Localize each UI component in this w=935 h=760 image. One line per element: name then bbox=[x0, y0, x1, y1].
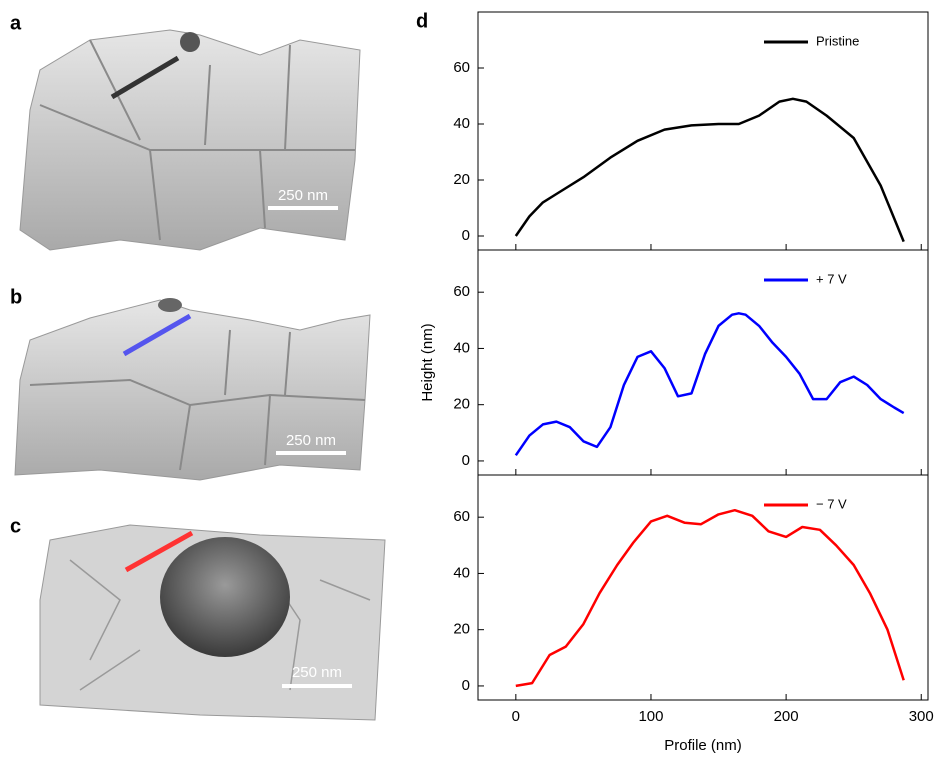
y-tick-label: 0 bbox=[462, 452, 470, 469]
data-line bbox=[514, 97, 905, 243]
plot-frame bbox=[477, 474, 929, 701]
x-tick-label: 100 bbox=[638, 708, 663, 725]
panel-label: b bbox=[10, 286, 22, 308]
x-tick-label: 0 bbox=[512, 708, 520, 725]
y-tick-label: 20 bbox=[453, 396, 470, 413]
x-tick-label: 300 bbox=[909, 708, 934, 725]
y-tick-label: 20 bbox=[453, 621, 470, 638]
image-a bbox=[19, 29, 361, 251]
y-tick-label: 40 bbox=[453, 564, 470, 581]
panel-label: a bbox=[10, 12, 22, 34]
y-tick-label: 60 bbox=[453, 59, 470, 76]
y-axis-label: Height (nm) bbox=[419, 323, 436, 401]
y-tick-label: 60 bbox=[453, 283, 470, 300]
panel-label: c bbox=[10, 515, 21, 537]
x-axis-label: Profile (nm) bbox=[664, 737, 742, 754]
legend-label: − 7 V bbox=[816, 496, 847, 511]
data-line bbox=[514, 312, 905, 457]
y-tick-label: 40 bbox=[453, 339, 470, 356]
legend-label: Pristine bbox=[816, 33, 859, 48]
image-c bbox=[39, 524, 386, 721]
y-tick-label: 0 bbox=[462, 227, 470, 244]
legend-label: + 7 V bbox=[816, 271, 847, 286]
scale-bar-label: 250 nm bbox=[286, 432, 336, 449]
y-tick-label: 0 bbox=[462, 677, 470, 694]
x-tick-label: 200 bbox=[774, 708, 799, 725]
data-line bbox=[515, 508, 905, 688]
y-tick-label: 40 bbox=[453, 115, 470, 132]
scale-bar-label: 250 nm bbox=[278, 187, 328, 204]
scale-bar-label: 250 nm bbox=[292, 664, 342, 681]
y-tick-label: 20 bbox=[453, 171, 470, 188]
y-tick-label: 60 bbox=[453, 508, 470, 525]
panel-label: d bbox=[416, 10, 428, 32]
plot-frame bbox=[477, 11, 929, 251]
image-b bbox=[14, 298, 371, 481]
